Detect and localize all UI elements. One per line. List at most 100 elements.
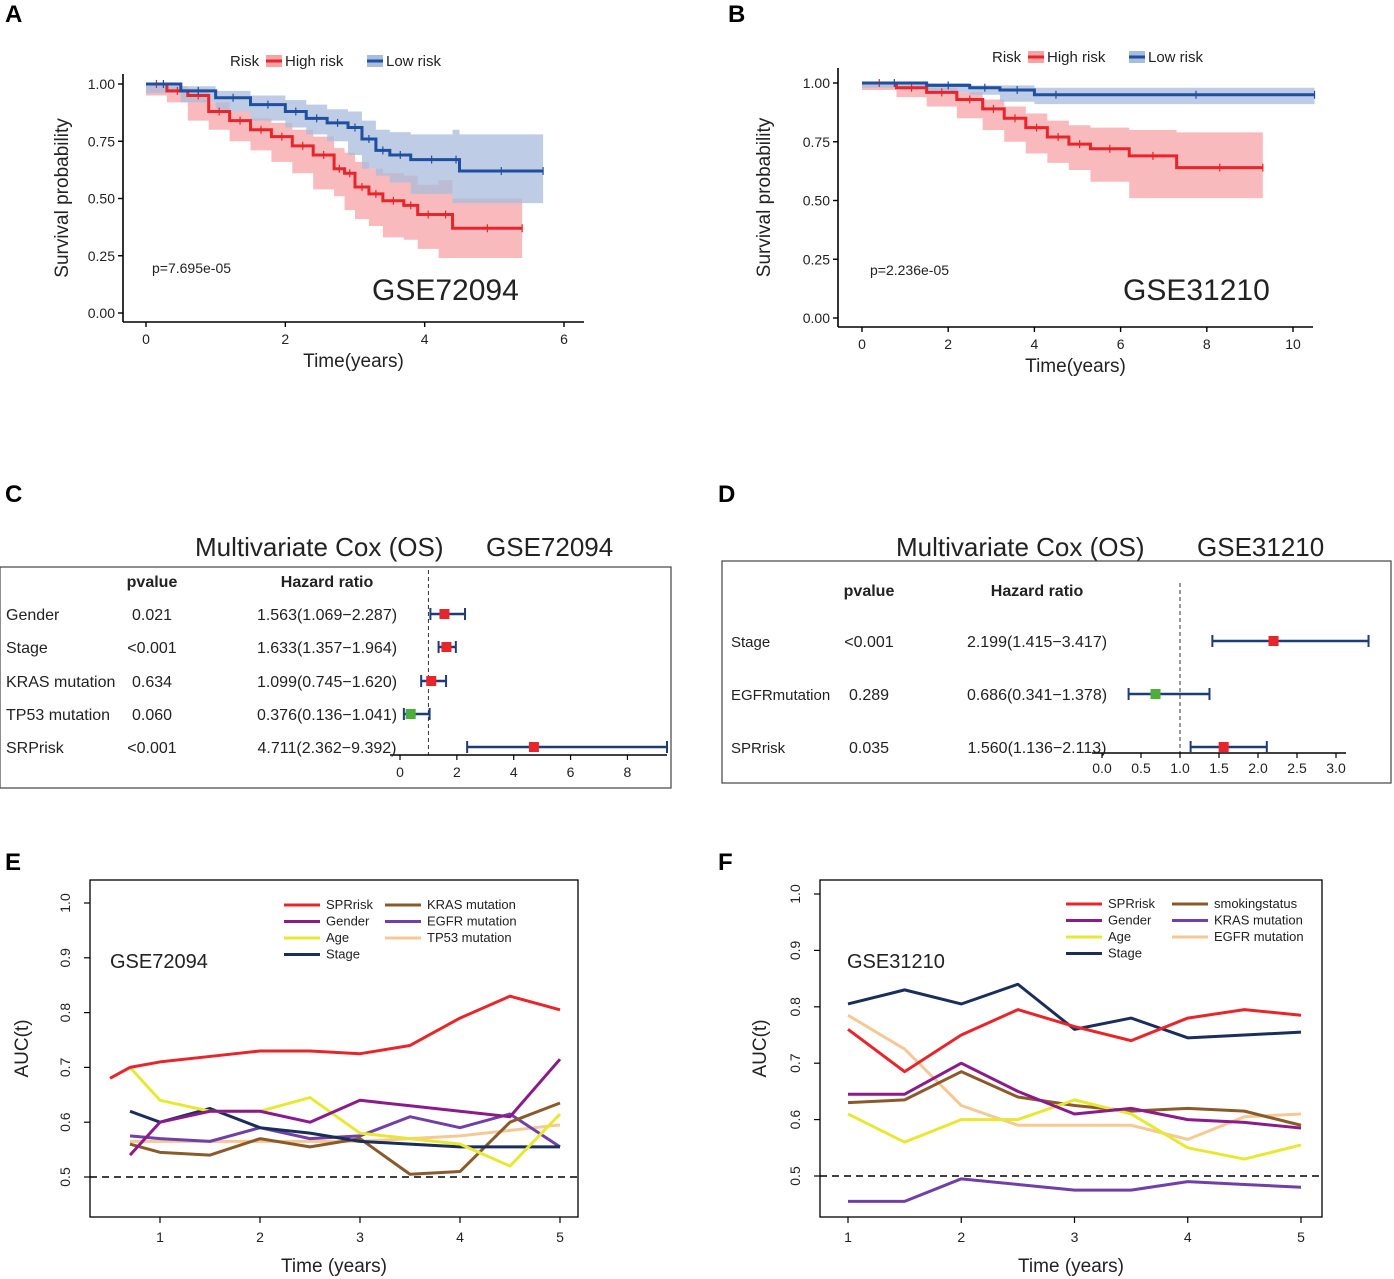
y-tick-label: 0.9 (57, 948, 73, 968)
survival-curve-low-risk (146, 82, 544, 173)
forest-row-hr: 1.563(1.069−2.287) (257, 607, 397, 624)
forest-x-tick-label: 0.5 (1131, 760, 1151, 776)
km-plot-gse72094: 0.00 0.25 0.50 0.75 1.00 0 2 4 6 Time(years) Survi… (52, 53, 584, 372)
auc-line-kras-mutation (848, 1177, 1302, 1203)
confidence-band-low-risk (146, 84, 544, 204)
forest-point (426, 676, 437, 686)
y-tick-label: 1.0 (57, 893, 73, 913)
x-tick-label: 4 (456, 1229, 464, 1245)
y-axis-label: AUC(t) (12, 1019, 33, 1077)
forest-title: Multivariate Cox (OS) (195, 532, 444, 562)
forest-row-pvalue: <0.001 (844, 634, 893, 651)
legend-label-age: Age (1108, 929, 1131, 944)
auc-frame (89, 879, 579, 1218)
forest-point (405, 709, 416, 719)
y-tick-label: 0.25 (88, 248, 115, 264)
forest-row-hr: 0.376(0.136−1.041) (257, 707, 397, 724)
forest-x-tick-label: 2.5 (1287, 760, 1307, 776)
forest-point (441, 642, 452, 652)
dataset-label: GSE72094 (110, 951, 208, 973)
auc-plot-gse31210: 0.5 0.6 0.7 0.8 0.9 1.0 1 2 3 4 5 Time (years) AUC(t… (750, 879, 1323, 1277)
y-tick-label: 0.9 (787, 940, 803, 960)
y-tick-label: 0.25 (803, 251, 830, 267)
x-tick-label: 3 (1071, 1229, 1079, 1245)
y-tick-label: 0.5 (787, 1166, 803, 1186)
forest-row-name: Gender (6, 607, 60, 624)
x-axis-label: Time (years) (1018, 1256, 1124, 1277)
y-tick-label: 0.00 (803, 310, 830, 326)
y-axis-label: Survival probability (52, 118, 73, 278)
forest-x-tick-label: 3.0 (1326, 760, 1346, 776)
legend-label-egfr-mutation: EGFR mutation (427, 914, 517, 929)
p-value: p=2.236e-05 (870, 262, 949, 278)
forest-row-pvalue: 0.021 (132, 607, 172, 624)
forest-row-hr: 4.711(2.362−9.392) (258, 740, 397, 757)
legend-title: Risk (230, 53, 260, 70)
legend-label-kras-mutation: KRAS mutation (1214, 913, 1303, 928)
forest-row-name: TP53 mutation (6, 707, 110, 724)
forest-row-hr: 2.199(1.415−3.417) (967, 634, 1107, 651)
auc-line-egfr-mutation (847, 1013, 1302, 1141)
x-tick-label: 6 (560, 331, 568, 347)
auc-line-smokingstatus (847, 1070, 1302, 1127)
panel-label-d: D (718, 481, 735, 508)
p-value: p=7.695e-05 (152, 260, 231, 276)
forest-point (1218, 742, 1229, 752)
x-tick-label: 2 (957, 1229, 965, 1245)
legend-label-age: Age (326, 930, 349, 945)
y-tick-label: 1.00 (803, 75, 830, 91)
x-tick-label: 0 (858, 336, 866, 352)
x-tick-label: 1 (156, 1229, 164, 1245)
survival-curve-high-risk (862, 81, 1263, 170)
legend-label-kras-mutation: KRAS mutation (427, 897, 516, 912)
panel-label-a: A (5, 1, 22, 28)
panel-label-c: C (5, 481, 22, 508)
y-tick-label: 0.75 (88, 133, 115, 149)
y-tick-label: 1.00 (88, 76, 115, 92)
legend-label-low-risk: Low risk (1148, 49, 1204, 66)
dataset-label: GSE31210 (1123, 274, 1270, 307)
auc-line-age (128, 1066, 562, 1168)
forest-row-pvalue: 0.289 (849, 687, 889, 704)
forest-row-pvalue: 0.035 (849, 740, 889, 757)
legend-label-tp53-mutation: TP53 mutation (427, 930, 512, 945)
legend-label-low-risk: Low risk (386, 53, 442, 70)
legend-label-stage: Stage (1108, 946, 1142, 961)
y-tick-label: 0.00 (88, 305, 115, 321)
forest-point (1268, 636, 1279, 646)
y-tick-label: 0.8 (57, 1003, 73, 1023)
y-axis-label: AUC(t) (750, 1019, 771, 1077)
forest-x-tick-label: 1.0 (1170, 760, 1190, 776)
y-tick-label: 0.8 (787, 997, 803, 1017)
x-tick-label: 2 (944, 336, 952, 352)
legend-label-egfr-mutation: EGFR mutation (1214, 929, 1304, 944)
auc-line-sprrisk (847, 1008, 1302, 1074)
y-tick-label: 1.0 (787, 884, 803, 904)
forest-x-tick-label: 0.0 (1092, 760, 1112, 776)
auc-line-stage (847, 982, 1302, 1040)
forest-frame (0, 566, 672, 789)
dataset-label: GSE72094 (372, 274, 519, 307)
survival-curve-high-risk (146, 82, 523, 230)
forest-x-tick-label: 2.0 (1248, 760, 1268, 776)
y-tick-label: 0.7 (57, 1057, 73, 1077)
forest-row-hr: 1.560(1.136−2.113) (968, 740, 1107, 757)
auc-line-age (847, 1098, 1302, 1161)
forest-row-pvalue: 0.634 (132, 674, 172, 691)
x-tick-label: 5 (1297, 1229, 1305, 1245)
forest-point (439, 609, 450, 619)
km-plot-gse31210: 0.00 0.25 0.50 0.75 1.00 0 2 4 6 8 10 Time(years) Su… (754, 49, 1316, 377)
forest-row-name: Stage (731, 634, 770, 651)
forest-row-hr: 1.633(1.357−1.964) (257, 640, 397, 657)
forest-x-tick-label: 0 (396, 764, 404, 780)
x-tick-label: 4 (1184, 1229, 1192, 1245)
forest-point (528, 742, 539, 752)
header-hazard-ratio: Hazard ratio (281, 574, 374, 591)
forest-x-tick-label: 2 (453, 764, 461, 780)
panel-label-e: E (5, 849, 21, 876)
x-tick-label: 6 (1117, 336, 1125, 352)
forest-row-hr: 1.099(0.745−1.620) (257, 674, 397, 691)
forest-x-tick-label: 6 (567, 764, 575, 780)
confidence-band-high-risk (862, 83, 1263, 199)
